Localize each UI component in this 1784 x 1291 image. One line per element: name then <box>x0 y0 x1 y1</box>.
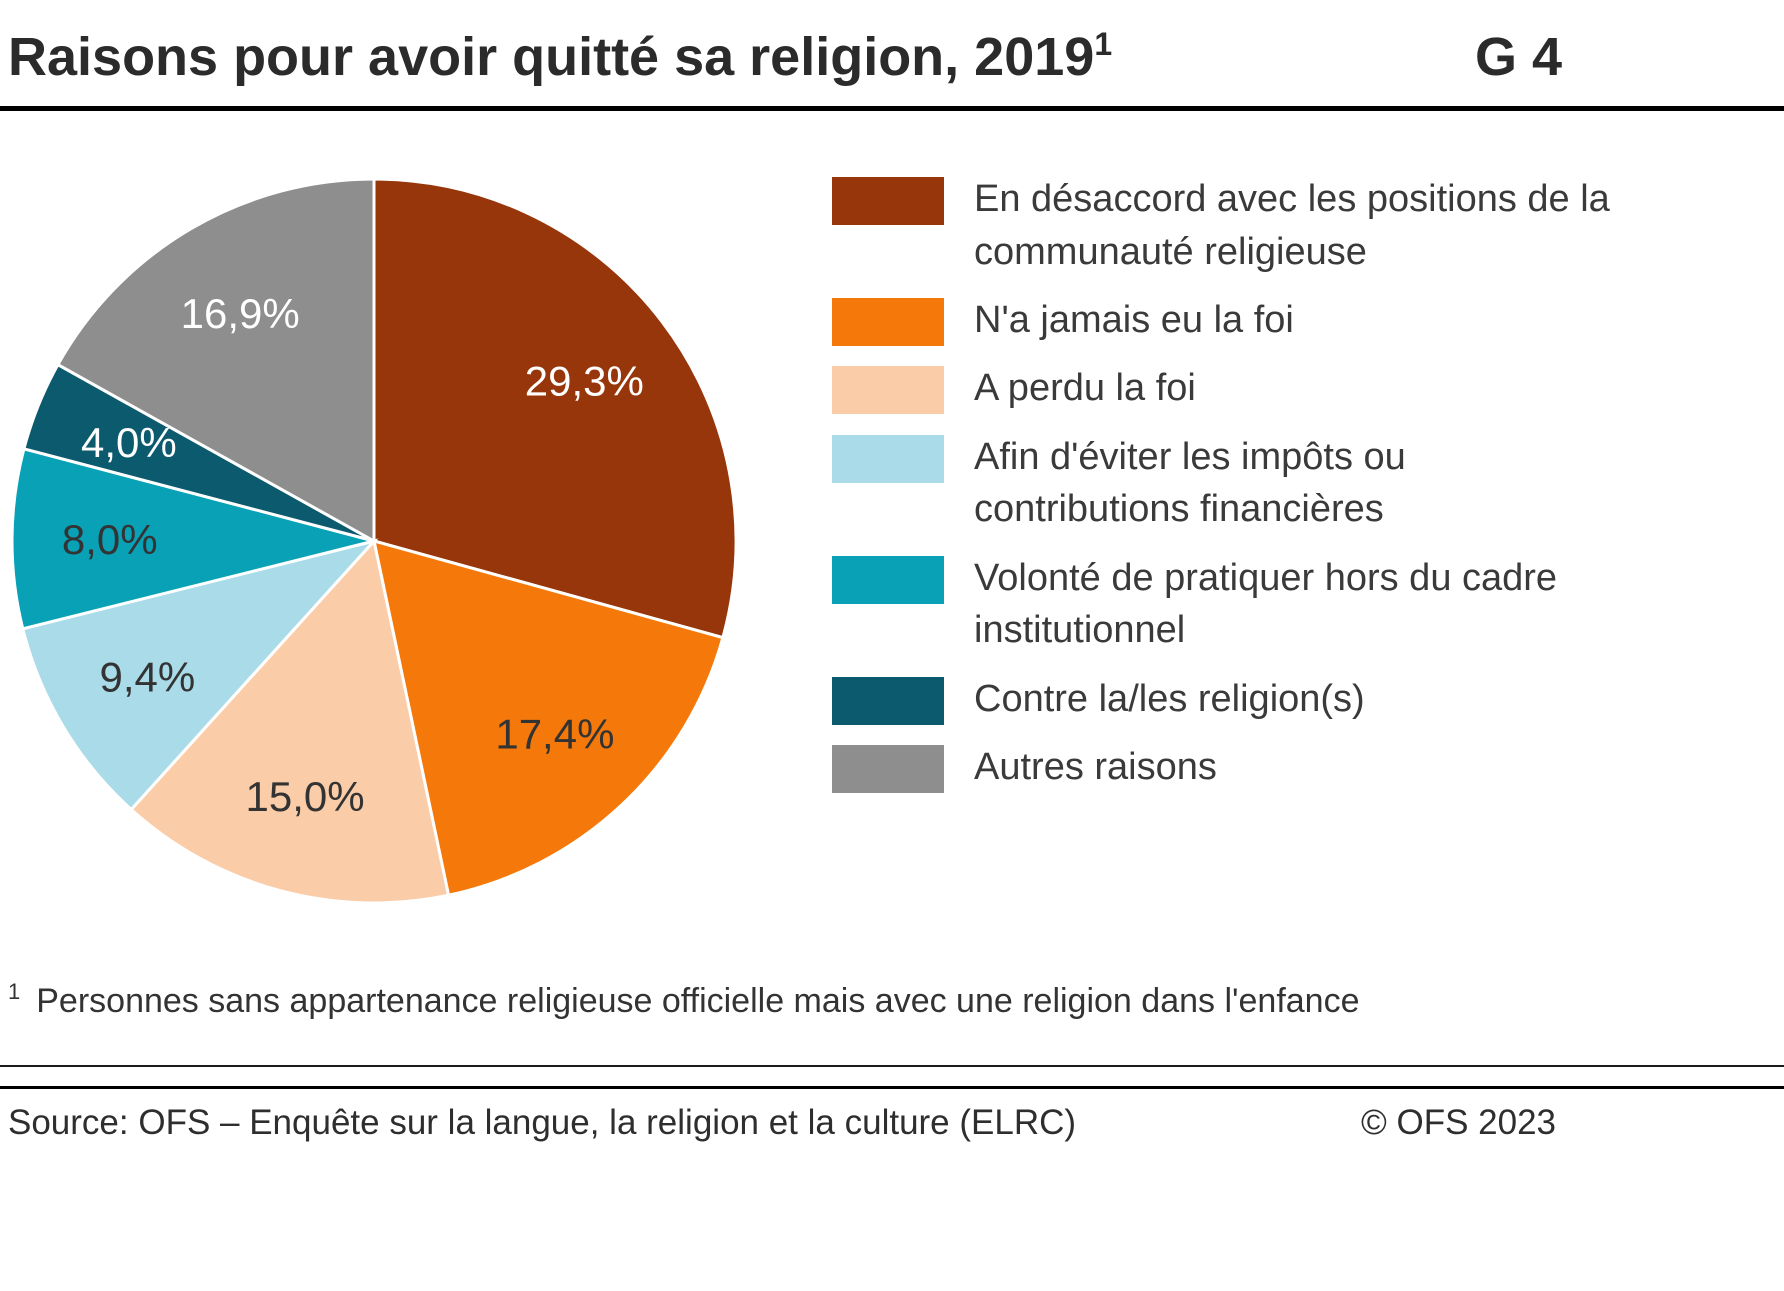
legend-swatch <box>832 555 944 604</box>
pie-slice-value-label: 29,3% <box>525 358 644 405</box>
footer-rule-top <box>0 1064 1784 1067</box>
legend-item: A perdu la foi <box>832 362 1614 415</box>
title-footnote-marker: 1 <box>1094 26 1113 62</box>
pie-chart: 29,3% 17,4% 15,0% 9,4% 8,0% 4,0% 16,9% <box>10 177 738 905</box>
pie-slice-5 <box>10 447 375 631</box>
footnote-text: Personnes sans appartenance religieuse o… <box>36 982 1360 1021</box>
legend-label: En désaccord avec les positions de la co… <box>974 178 1610 273</box>
header-rule <box>0 106 1784 112</box>
legend-label: Volonté de pratiquer hors du cadre insti… <box>974 556 1558 652</box>
footer-rule-bottom <box>0 1085 1784 1089</box>
legend-item: N'a jamais eu la foi <box>832 294 1614 346</box>
page-title: Raisons pour avoir quitté sa religion, 2… <box>8 26 1112 88</box>
legend-item: Autres raisons <box>832 741 1614 794</box>
legend-swatch <box>832 297 944 346</box>
pie-slice-value-label: 17,4% <box>495 710 614 757</box>
graph-number: G 4 <box>1474 27 1562 87</box>
legend-label: Contre la/les religion(s) <box>974 677 1365 720</box>
legend-label: Autres raisons <box>974 746 1217 789</box>
title-text: Raisons pour avoir quitté sa religion, 2… <box>8 27 1095 87</box>
footnote: 1 Personnes sans appartenance religieuse … <box>0 979 1784 1025</box>
legend-item: Volonté de pratiquer hors du cadre insti… <box>832 552 1614 657</box>
pie-slice-7 <box>55 177 376 544</box>
legend-item: Contre la/les religion(s) <box>832 673 1614 725</box>
legend-swatch <box>832 745 944 794</box>
legend-swatch <box>832 177 944 226</box>
legend-label: Afin d'éviter les impôts ou contribution… <box>974 435 1406 531</box>
legend-label: A perdu la foi <box>974 367 1196 410</box>
chart-area: 29,3% 17,4% 15,0% 9,4% 8,0% 4,0% 16,9% En désa… <box>0 171 1784 911</box>
pie-slice-value-label: 9,4% <box>100 654 196 701</box>
legend-item: Afin d'éviter les impôts ou contribution… <box>832 431 1614 536</box>
legend-swatch <box>832 366 944 415</box>
legend-swatch <box>832 434 944 483</box>
legend: En désaccord avec les positions de la co… <box>832 173 1614 794</box>
pie-slice-value-label: 8,0% <box>62 516 158 563</box>
source-text: Source: OFS – Enquête sur la langue, la … <box>8 1102 1077 1142</box>
legend-swatch <box>832 676 944 725</box>
legend-label: N'a jamais eu la foi <box>974 298 1294 341</box>
pie-slice-2 <box>372 538 725 898</box>
footnote-marker: 1 <box>8 979 21 1005</box>
legend-item: En désaccord avec les positions de la co… <box>832 173 1614 278</box>
pie-slice-value-label: 15,0% <box>246 773 365 820</box>
header: Raisons pour avoir quitté sa religion, 2… <box>0 0 1784 106</box>
pie-slice-3 <box>129 537 451 905</box>
pie-slice-value-label: 4,0% <box>81 419 177 466</box>
pie-slice-value-label: 16,9% <box>181 290 300 337</box>
footer: Source: OFS – Enquête sur la langue, la … <box>0 1089 1784 1143</box>
copyright-text: © OFS 2023 <box>1360 1102 1556 1142</box>
pie-slice-1 <box>372 177 738 640</box>
